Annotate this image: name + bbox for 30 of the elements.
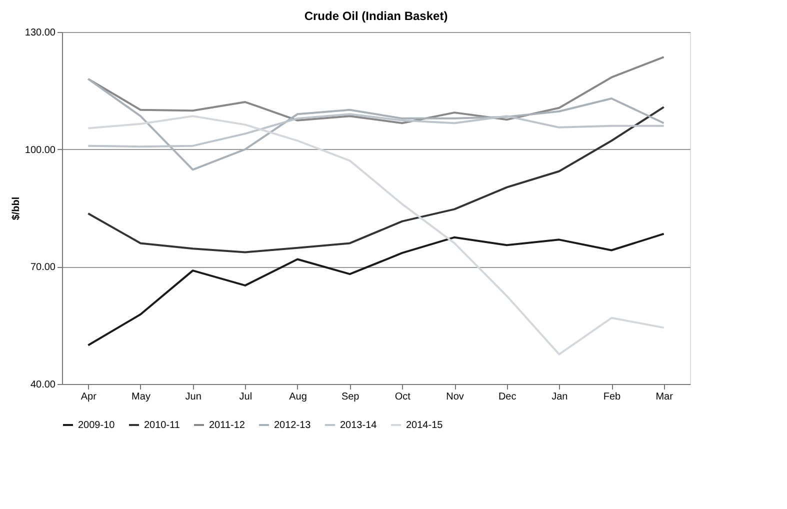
y-tick-label: 100.00	[24, 144, 56, 156]
line-series	[87, 232, 665, 346]
line-series	[87, 106, 665, 254]
y-tick-label: 130.00	[24, 28, 56, 38]
x-tick-label: Feb	[603, 392, 622, 402]
x-tick-label: Sep	[341, 392, 360, 402]
line-series	[87, 113, 665, 148]
x-tick-label: Apr	[80, 392, 98, 402]
legend-label: 2012-13	[274, 420, 312, 431]
x-tick-label: Dec	[498, 392, 516, 402]
legend-label: 2009-10	[78, 420, 116, 431]
legend-label: 2011-12	[209, 420, 246, 431]
y-tick-label: 40.00	[30, 380, 56, 390]
x-tick-label: Jul	[239, 392, 252, 402]
x-tick-label: Jan	[552, 392, 568, 402]
line-series	[87, 78, 665, 171]
line-series	[87, 115, 665, 356]
x-tick-label: Oct	[394, 392, 411, 402]
legend-label: 2013-14	[340, 420, 378, 431]
y-axis-title: $/bbl	[10, 196, 22, 220]
x-tick-label: Jun	[185, 392, 202, 402]
y-tick-label: 70.00	[30, 262, 56, 274]
x-tick-label: Aug	[289, 392, 307, 402]
legend-label: 2014-15	[406, 420, 444, 431]
x-tick-label: Nov	[446, 392, 464, 402]
chart-title: Crude Oil (Indian Basket)	[304, 9, 448, 23]
line-series	[87, 56, 665, 124]
x-tick-label: May	[132, 392, 150, 402]
legend-label: 2010-11	[144, 420, 180, 431]
x-tick-label: Mar	[656, 392, 674, 402]
